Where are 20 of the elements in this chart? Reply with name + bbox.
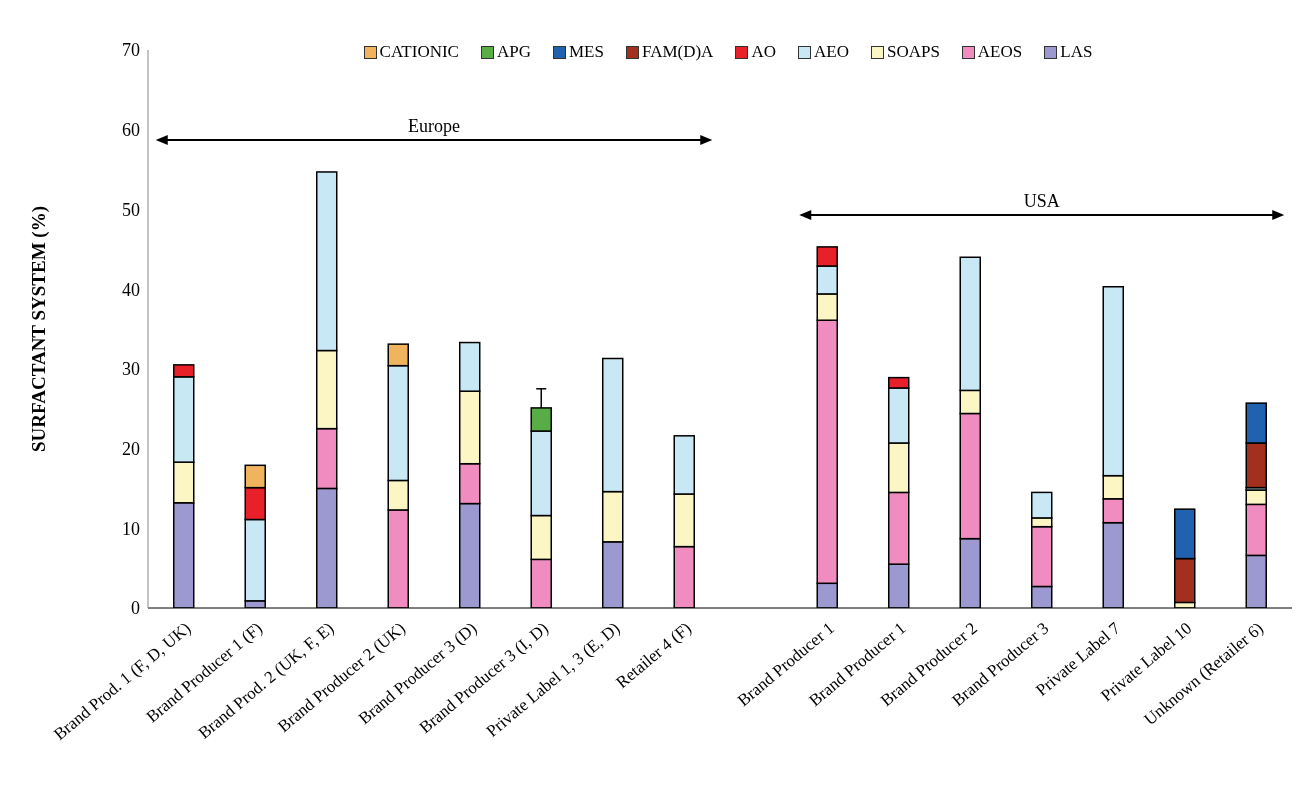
legend-label: LAS (1059, 42, 1093, 62)
y-axis-title: SURFACTANT SYSTEM (%) (27, 206, 50, 452)
y-tick-label: 70 (122, 40, 140, 61)
y-tick-label: 20 (122, 438, 140, 459)
legend-label: APG (495, 42, 531, 62)
legend-label: MES (567, 42, 604, 62)
legend-label: FAM(D)A (640, 42, 714, 62)
annotation: Europe (408, 116, 460, 137)
legend-label: AO (750, 42, 776, 62)
y-tick-label: 40 (122, 279, 140, 300)
y-tick-label: 50 (122, 199, 140, 220)
legend-label: CATIONIC (378, 42, 459, 62)
y-tick-label: 10 (122, 518, 140, 539)
legend-label: AEO (812, 42, 849, 62)
legend-label: AEOS (976, 42, 1023, 62)
legend-label: SOAPS (885, 42, 940, 62)
y-tick-label: 30 (122, 359, 140, 380)
y-tick-label: 0 (131, 598, 140, 619)
y-tick-label: 60 (122, 120, 140, 141)
annotation: USA (1023, 191, 1060, 212)
